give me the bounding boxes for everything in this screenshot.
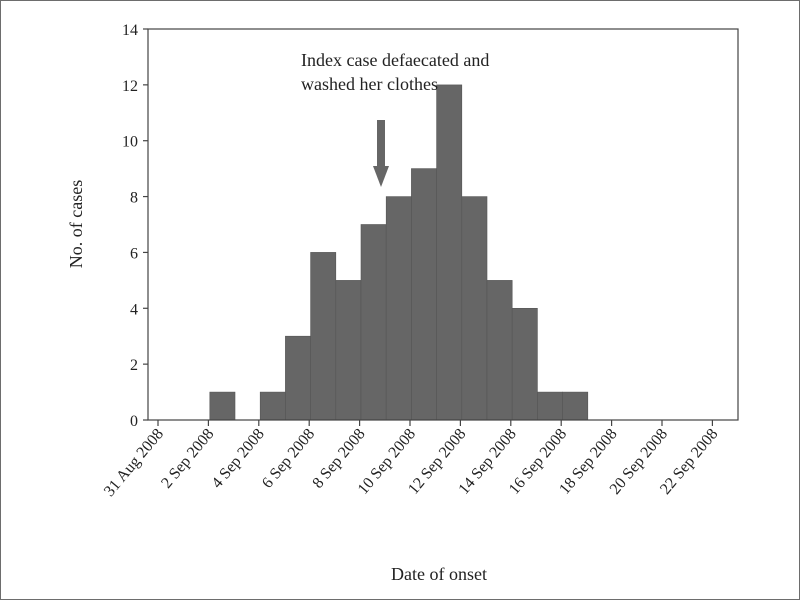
bar-11-sep-2008 bbox=[385, 196, 412, 421]
bars-group bbox=[209, 84, 589, 421]
bar-8-sep-2008 bbox=[310, 252, 337, 421]
bar-15-sep-2008 bbox=[486, 280, 513, 421]
y-tick-label: 8 bbox=[130, 190, 138, 207]
annotation: Index case defaecated and washed her clo… bbox=[301, 50, 489, 187]
y-tick-label: 2 bbox=[130, 357, 138, 374]
bar-10-sep-2008 bbox=[360, 224, 387, 421]
plot-area bbox=[147, 28, 739, 421]
y-tick-label: 14 bbox=[122, 22, 138, 39]
bar-9-sep-2008 bbox=[335, 280, 362, 421]
y-tick-label: 0 bbox=[130, 413, 138, 430]
bar-18-sep-2008 bbox=[562, 391, 589, 421]
x-tick-label: 31 Aug 2008 bbox=[101, 426, 167, 500]
bar-4-sep-2008 bbox=[209, 391, 236, 421]
y-tick-label: 6 bbox=[130, 245, 138, 262]
y-axis-title: No. of cases bbox=[66, 180, 86, 268]
x-axis-title: Date of onset bbox=[391, 564, 487, 584]
bar-7-sep-2008 bbox=[285, 335, 311, 421]
bar-17-sep-2008 bbox=[537, 391, 563, 421]
bar-14-sep-2008 bbox=[461, 196, 488, 421]
annotation-line-1: Index case defaecated and bbox=[301, 50, 489, 70]
down-arrow-icon bbox=[373, 120, 389, 187]
bar-13-sep-2008 bbox=[436, 84, 463, 421]
y-tick-label: 4 bbox=[130, 301, 138, 318]
annotation-line-2: washed her clothes bbox=[301, 74, 438, 94]
bar-12-sep-2008 bbox=[411, 168, 437, 421]
bar-16-sep-2008 bbox=[511, 307, 538, 421]
y-tick-label: 12 bbox=[122, 78, 138, 95]
y-axis: 0 2 4 6 8 10 12 14 bbox=[122, 22, 148, 430]
y-tick-label: 10 bbox=[122, 134, 138, 151]
bar-6-sep-2008 bbox=[259, 391, 286, 421]
